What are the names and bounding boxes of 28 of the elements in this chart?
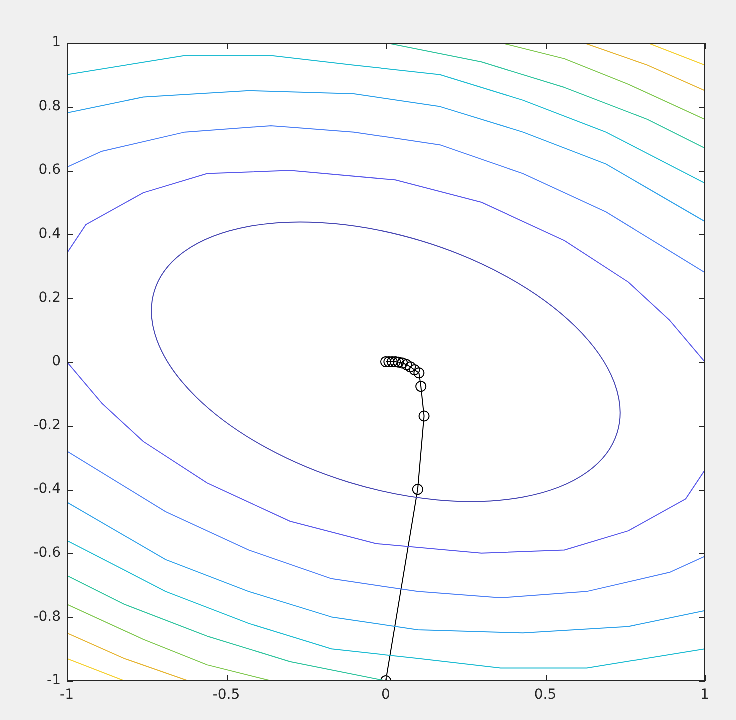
y-tick-label: -0.8	[34, 608, 61, 625]
y-tick-label: 0.4	[38, 226, 62, 242]
x-tick-label: 0	[382, 687, 390, 704]
y-tick-label: -0.2	[34, 417, 61, 434]
point	[412, 484, 424, 496]
point	[405, 362, 416, 373]
y-tick-label: 0.6	[38, 162, 62, 178]
point	[390, 356, 402, 368]
point	[401, 359, 412, 370]
y-tick-label: 0	[52, 354, 61, 370]
y-tick-label: -0.4	[34, 481, 62, 498]
y-tick-label: 0.2	[38, 290, 61, 306]
point	[409, 364, 420, 376]
point	[418, 410, 430, 422]
point	[393, 356, 404, 368]
point	[386, 356, 398, 368]
point	[397, 358, 408, 369]
x-tick-label: -0.5	[212, 687, 240, 704]
point	[416, 381, 427, 392]
y-tick-label: -1	[47, 672, 61, 689]
x-tick-label: 0.5	[534, 687, 557, 704]
y-tick-label: 0.8	[38, 98, 61, 114]
y-tick-label: -0.6	[34, 545, 62, 562]
x-tick-label: 1	[700, 687, 710, 704]
point	[384, 356, 395, 368]
point	[414, 368, 425, 379]
point	[380, 356, 392, 368]
y-tick-label: 1	[52, 34, 61, 51]
